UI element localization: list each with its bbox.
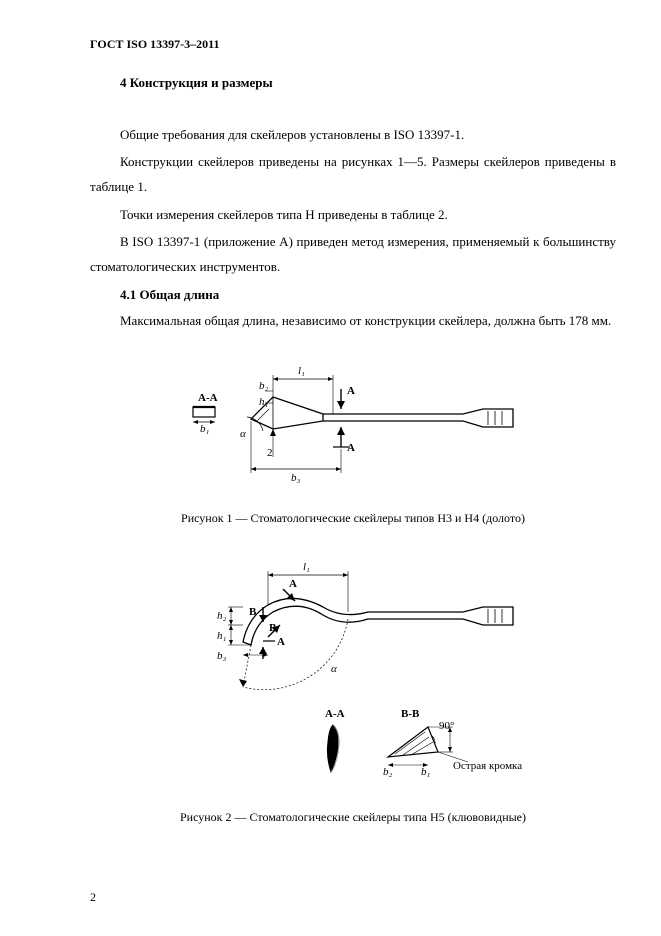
svg-text:l₁: l₁ — [298, 365, 305, 377]
svg-text:b₂: b₂ — [383, 766, 393, 778]
figure-2-caption: Рисунок 2 — Стоматологические скейлеры т… — [90, 808, 616, 826]
svg-text:α: α — [240, 428, 246, 440]
svg-text:b₂: b₂ — [259, 380, 269, 392]
paragraph-5: Максимальная общая длина, независимо от … — [90, 309, 616, 334]
svg-text:b₁: b₁ — [421, 766, 431, 778]
svg-text:B: B — [249, 606, 257, 618]
figure-2: l₁ h₂ h₁ b₃ A A B B α — [90, 557, 616, 793]
svg-text:2: 2 — [267, 447, 273, 459]
svg-text:b₃: b₃ — [217, 650, 227, 662]
standard-header: ГОСТ ISO 13397-3–2011 — [90, 35, 616, 53]
svg-text:h₂: h₂ — [217, 610, 227, 622]
svg-text:h₁: h₁ — [259, 396, 269, 408]
page-number: 2 — [90, 888, 96, 906]
figure-1: A-A b₁ α l₁ b₂ h₁ — [90, 359, 616, 495]
svg-text:A: A — [277, 636, 285, 648]
svg-text:b₃: b₃ — [291, 472, 301, 484]
paragraph-1: Общие требования для скейлеров установле… — [90, 123, 616, 148]
figure-1-caption: Рисунок 1 — Стоматологические скейлеры т… — [90, 509, 616, 527]
svg-text:A: A — [347, 442, 355, 454]
svg-text:A: A — [347, 385, 355, 397]
svg-text:α: α — [331, 663, 337, 675]
paragraph-3: Точки измерения скейлеров типа H приведе… — [90, 203, 616, 228]
svg-text:h₁: h₁ — [217, 630, 227, 642]
svg-text:A-A: A-A — [325, 708, 345, 720]
svg-text:b₁: b₁ — [200, 423, 210, 435]
paragraph-2: Конструкции скейлеров приведены на рисун… — [90, 150, 616, 199]
paragraph-4: В ISO 13397-1 (приложение А) приведен ме… — [90, 230, 616, 279]
subsection-title: 4.1 Общая длина — [90, 285, 616, 305]
svg-text:90°: 90° — [439, 720, 454, 732]
svg-text:A: A — [289, 578, 297, 590]
svg-text:A-A: A-A — [198, 392, 218, 404]
section-title: 4 Конструкция и размеры — [90, 73, 616, 93]
svg-text:B: B — [269, 622, 277, 634]
svg-text:l₁: l₁ — [303, 561, 310, 573]
svg-text:B-B: B-B — [401, 708, 420, 720]
svg-text:Острая кромка: Острая кромка — [453, 760, 522, 772]
